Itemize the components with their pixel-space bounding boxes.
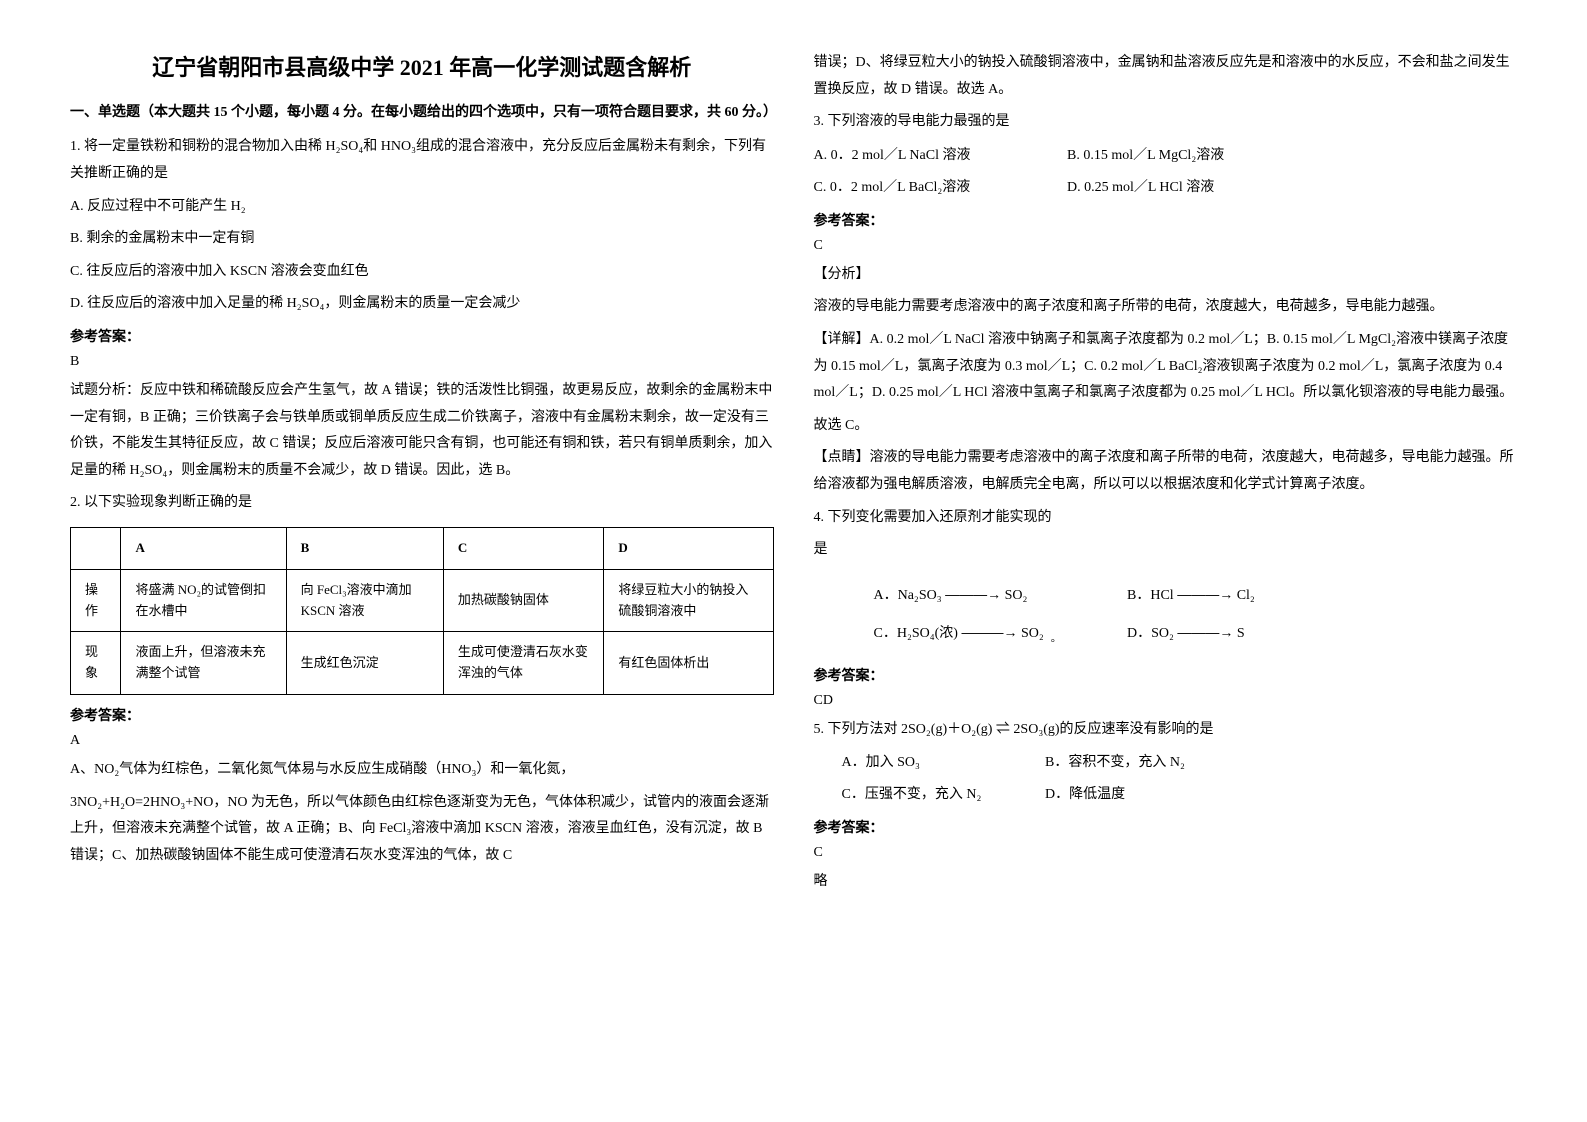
q1-optA: A. 反应过程中不可能产生 H₂ [70, 194, 774, 221]
q5-optB: B．容积不变，充入 N₂ [1045, 749, 1295, 777]
q3-tip: 【点睛】溶液的导电能力需要考虑溶液中的离子浓度和离子所带的电荷，浓度越大，电荷越… [814, 445, 1518, 498]
q5-answer: C [814, 845, 1518, 861]
q3-optD: D. 0.25 mol／L HCl 溶液 [1067, 174, 1317, 202]
q1-ref-label: 参考答案： [70, 326, 774, 346]
q5-opts-2: C．压强不变，充入 N₂ D．降低温度 [842, 781, 1518, 809]
q2-stem: 2. 以下实验现象判断正确的是 [70, 490, 774, 517]
table-cell: 加热碳酸钠固体 [443, 569, 604, 632]
table-row: 现象 液面上升，但溶液未充满整个试管 生成红色沉淀 生成可使澄清石灰水变浑浊的气… [71, 632, 774, 695]
table-header-cell: B [286, 527, 443, 569]
table-header-cell [71, 527, 121, 569]
q3-detail: 【详解】A. 0.2 mol／L NaCl 溶液中钠离子和氯离子浓度都为 0.2… [814, 327, 1518, 407]
q4-optD: D．SO₂ ———→ S [1127, 618, 1377, 648]
table-cell: 向 FeCl₃溶液中滴加 KSCN 溶液 [286, 569, 443, 632]
q5-optA: A．加入 SO₃ [842, 749, 1042, 777]
q4-stem1: 4. 下列变化需要加入还原剂才能实现的 [814, 505, 1518, 532]
table-row: 操作 将盛满 NO₂的试管倒扣在水槽中 向 FeCl₃溶液中滴加 KSCN 溶液… [71, 569, 774, 632]
q1-optB: B. 剩余的金属粉末中一定有铜 [70, 226, 774, 253]
q3-optC: C. 0．2 mol／L BaCl₂溶液 [814, 174, 1064, 202]
table-cell: 生成可使澄清石灰水变浑浊的气体 [443, 632, 604, 695]
q4-opts-2: C．H₂SO₄(浓) ———→ SO₂ 。 D．SO₂ ———→ S [874, 618, 1518, 649]
q4-answer: CD [814, 693, 1518, 709]
table-cell: 操作 [71, 569, 121, 632]
q2-explanation2: 3NO₂+H₂O=2HNO₃+NO，NO 为无色，所以气体颜色由红棕色逐渐变为无… [70, 790, 774, 870]
q2-continued: 错误；D、将绿豆粒大小的钠投入硫酸铜溶液中，金属钠和盐溶液反应先是和溶液中的水反… [814, 50, 1518, 103]
q1-explanation: 试题分析：反应中铁和稀硫酸反应会产生氢气，故 A 错误；铁的活泼性比铜强，故更易… [70, 378, 774, 484]
q5-optD: D．降低温度 [1045, 781, 1295, 809]
q3-conclusion: 故选 C。 [814, 413, 1518, 440]
table-cell: 有红色固体析出 [604, 632, 773, 695]
right-column: 错误；D、将绿豆粒大小的钠投入硫酸铜溶液中，金属钠和盐溶液反应先是和溶液中的水反… [814, 50, 1518, 1072]
q3-optA: A. 0．2 mol／L NaCl 溶液 [814, 142, 1064, 170]
q1-answer: B [70, 354, 774, 370]
table-header-cell: D [604, 527, 773, 569]
q3-analysis-label: 【分析】 [814, 262, 1518, 289]
paper-title: 辽宁省朝阳市县高级中学 2021 年高一化学测试题含解析 [70, 50, 774, 82]
q5-stem: 5. 下列方法对 2SO₂(g)＋O₂(g) ⇌ 2SO₃(g)的反应速率没有影… [814, 717, 1518, 744]
table-cell: 将盛满 NO₂的试管倒扣在水槽中 [121, 569, 286, 632]
q3-stem: 3. 下列溶液的导电能力最强的是 [814, 109, 1518, 136]
q4-ref-label: 参考答案： [814, 665, 1518, 685]
q3-ref-label: 参考答案： [814, 210, 1518, 230]
table-cell: 将绿豆粒大小的钠投入硫酸铜溶液中 [604, 569, 773, 632]
q4-opts-1: A．Na₂SO₃ ———→ SO₂ B．HCl ———→ Cl₂ [874, 580, 1518, 610]
table-cell: 生成红色沉淀 [286, 632, 443, 695]
q3-optB: B. 0.15 mol／L MgCl₂溶液 [1067, 142, 1317, 170]
section1-heading: 一、单选题（本大题共 15 个小题，每小题 4 分。在每小题给出的四个选项中，只… [70, 102, 774, 124]
q5-ref-label: 参考答案： [814, 817, 1518, 837]
table-cell: 现象 [71, 632, 121, 695]
q2-explanation1: A、NO₂气体为红棕色，二氧化氮气体易与水反应生成硝酸（HNO₃）和一氧化氮， [70, 757, 774, 784]
q4-optA: A．Na₂SO₃ ———→ SO₂ [874, 580, 1124, 610]
q2-answer: A [70, 733, 774, 749]
q2-ref-label: 参考答案： [70, 705, 774, 725]
q4-stem2: 是 [814, 537, 1518, 564]
table-header-cell: C [443, 527, 604, 569]
q5-omit: 略 [814, 869, 1518, 896]
q1-optC: C. 往反应后的溶液中加入 KSCN 溶液会变血红色 [70, 259, 774, 286]
q3-opts-2: C. 0．2 mol／L BaCl₂溶液 D. 0.25 mol／L HCl 溶… [814, 174, 1518, 202]
table-header-cell: A [121, 527, 286, 569]
q5-optC: C．压强不变，充入 N₂ [842, 781, 1042, 809]
q3-analysis: 溶液的导电能力需要考虑溶液中的离子浓度和离子所带的电荷，浓度越大，电荷越多，导电… [814, 294, 1518, 321]
left-column: 辽宁省朝阳市县高级中学 2021 年高一化学测试题含解析 一、单选题（本大题共 … [70, 50, 774, 1072]
q4-optB: B．HCl ———→ Cl₂ [1127, 580, 1377, 610]
q3-answer: C [814, 238, 1518, 254]
q5-opts-1: A．加入 SO₃ B．容积不变，充入 N₂ [842, 749, 1518, 777]
q1-stem: 1. 将一定量铁粉和铜粉的混合物加入由稀 H₂SO₄和 HNO₃组成的混合溶液中… [70, 134, 774, 187]
q3-opts-1: A. 0．2 mol／L NaCl 溶液 B. 0.15 mol／L MgCl₂… [814, 142, 1518, 170]
table-cell: 液面上升，但溶液未充满整个试管 [121, 632, 286, 695]
q2-table: A B C D 操作 将盛满 NO₂的试管倒扣在水槽中 向 FeCl₃溶液中滴加… [70, 527, 774, 695]
q4-optC: C．H₂SO₄(浓) ———→ SO₂ 。 [874, 618, 1124, 649]
table-row: A B C D [71, 527, 774, 569]
q1-optD: D. 往反应后的溶液中加入足量的稀 H₂SO₄，则金属粉末的质量一定会减少 [70, 291, 774, 318]
